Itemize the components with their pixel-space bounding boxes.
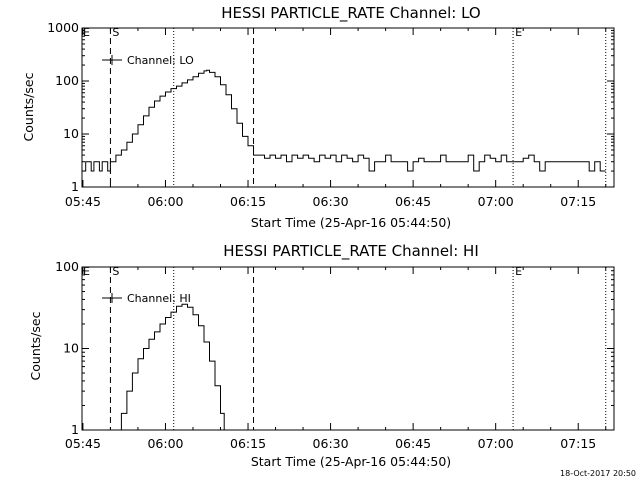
marker-label: E <box>515 265 522 278</box>
x-tick-label: 07:00 <box>478 194 514 209</box>
x-tick-label: 06:30 <box>313 194 349 209</box>
x-tick-label: 06:00 <box>147 436 183 451</box>
y-tick-label: 100 <box>55 259 79 274</box>
data-series-line <box>118 303 225 431</box>
x-axis-label-hi: Start Time (25-Apr-16 05:44:50) <box>251 454 451 469</box>
y-tick-label: 10 <box>63 126 79 141</box>
data-series-line <box>82 69 606 172</box>
y-axis-label-hi: Counts/sec <box>28 311 43 380</box>
chart-panel-hi: HESSI PARTICLE_RATE Channel: HI Start Ti… <box>28 242 615 469</box>
plot-frame <box>81 27 615 188</box>
marker-label: S <box>112 265 119 278</box>
timestamp-label: 18-Oct-2017 20:50 <box>560 469 636 478</box>
y-tick-label: 1 <box>71 422 79 437</box>
x-tick-label: 05:45 <box>65 194 101 209</box>
x-tick-label: 06:15 <box>230 194 266 209</box>
x-tick-label: 06:45 <box>395 194 431 209</box>
marker-label: E <box>83 265 90 278</box>
x-tick-label: 06:15 <box>230 436 266 451</box>
marker-label: S <box>112 26 119 39</box>
y-tick-label: 100 <box>55 73 79 88</box>
x-tick-label: 07:15 <box>560 194 596 209</box>
x-tick-label: 06:30 <box>313 436 349 451</box>
chart-title-hi: HESSI PARTICLE_RATE Channel: HI <box>223 242 479 261</box>
x-axis-label-lo: Start Time (25-Apr-16 05:44:50) <box>251 215 451 230</box>
y-tick-label: 1 <box>71 179 79 194</box>
y-tick-label: 10 <box>63 341 79 356</box>
x-tick-label: 07:00 <box>478 436 514 451</box>
chart-panel-lo: HESSI PARTICLE_RATE Channel: LO Start Ti… <box>21 4 615 230</box>
marker-label: E <box>515 26 522 39</box>
x-tick-label: 06:00 <box>147 194 183 209</box>
legend-label-lo: Channel: LO <box>127 54 194 67</box>
y-axis-label-lo: Counts/sec <box>21 72 36 141</box>
y-tick-label: 1000 <box>47 20 79 35</box>
x-tick-label: 06:45 <box>395 436 431 451</box>
chart-title-lo: HESSI PARTICLE_RATE Channel: LO <box>221 4 480 23</box>
x-tick-label: 05:45 <box>65 436 101 451</box>
legend-label-hi: Channel: HI <box>127 292 191 305</box>
marker-label: E <box>83 26 90 39</box>
x-tick-label: 07:15 <box>560 436 596 451</box>
